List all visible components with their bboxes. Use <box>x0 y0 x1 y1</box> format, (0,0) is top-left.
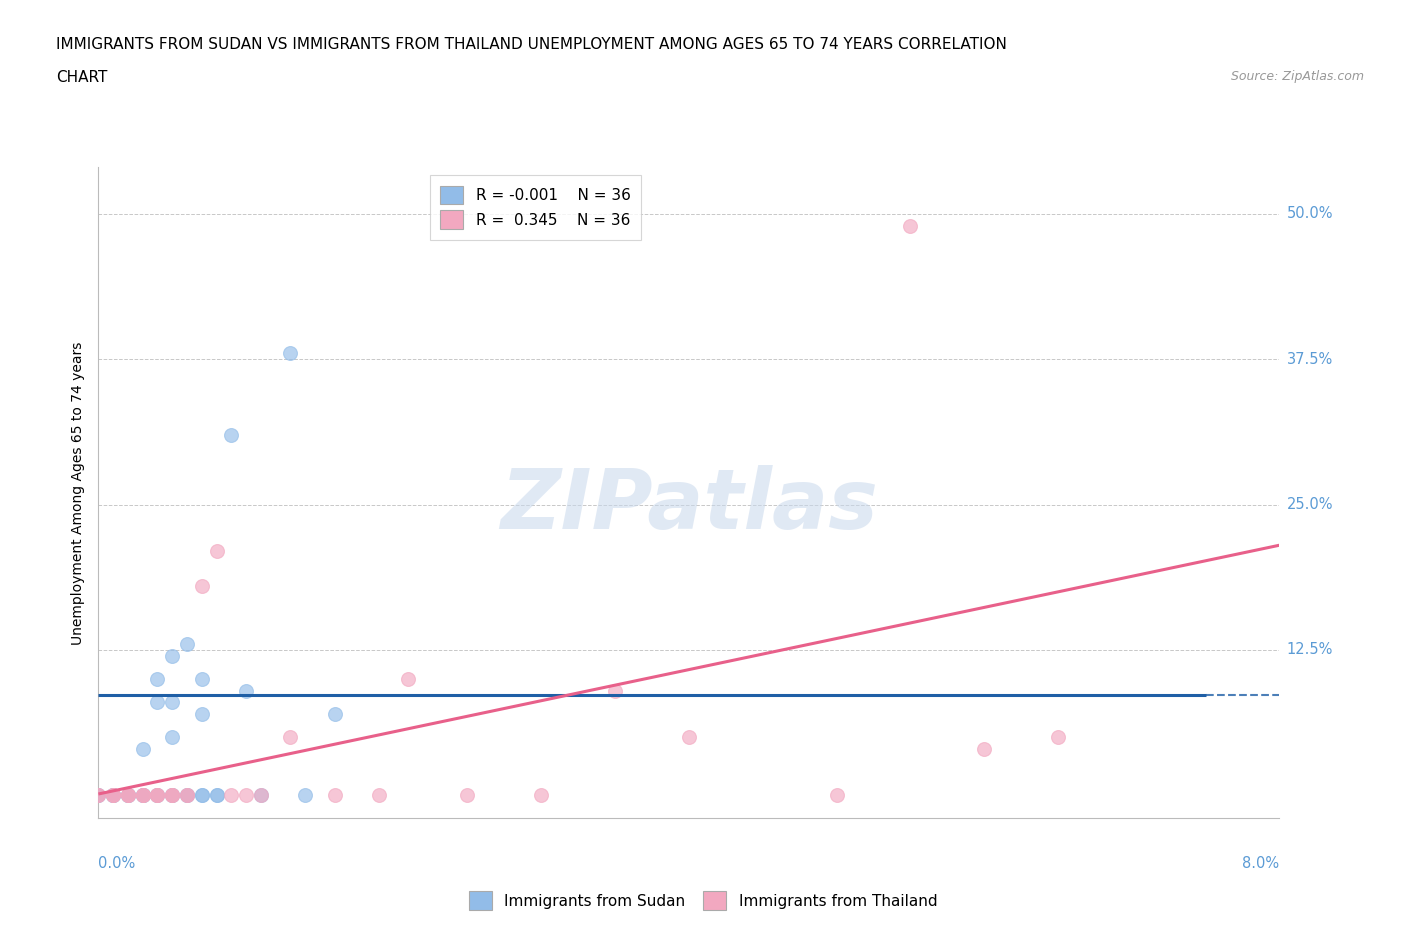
Point <box>162 695 183 710</box>
Point <box>103 788 124 803</box>
Point <box>162 788 183 803</box>
Point <box>456 788 478 803</box>
Point <box>162 788 183 803</box>
Point <box>162 648 183 663</box>
Point <box>132 741 155 756</box>
Point <box>235 683 257 698</box>
Point <box>162 788 183 803</box>
Y-axis label: Unemployment Among Ages 65 to 74 years: Unemployment Among Ages 65 to 74 years <box>72 341 86 644</box>
Point <box>146 695 169 710</box>
Point <box>117 788 139 803</box>
Point <box>103 788 124 803</box>
Text: ZIPatlas: ZIPatlas <box>501 465 877 547</box>
Point <box>162 788 183 803</box>
Text: 0.0%: 0.0% <box>98 856 135 870</box>
Point <box>132 788 155 803</box>
Point <box>117 788 139 803</box>
Point <box>678 729 700 744</box>
Point <box>219 428 242 443</box>
Point <box>117 788 139 803</box>
Point <box>132 788 155 803</box>
Text: Source: ZipAtlas.com: Source: ZipAtlas.com <box>1230 70 1364 83</box>
Point <box>103 788 124 803</box>
Point <box>250 788 273 803</box>
Point <box>530 788 553 803</box>
Point <box>205 788 228 803</box>
Point <box>278 729 301 744</box>
Point <box>117 788 139 803</box>
Point <box>191 578 214 593</box>
Point <box>323 707 346 722</box>
Point <box>132 788 155 803</box>
Point <box>250 788 273 803</box>
Text: CHART: CHART <box>56 70 108 85</box>
Legend: Immigrants from Sudan, Immigrants from Thailand: Immigrants from Sudan, Immigrants from T… <box>461 884 945 918</box>
Point <box>176 788 198 803</box>
Point <box>191 671 214 686</box>
Point <box>205 543 228 558</box>
Point <box>87 788 110 803</box>
Point <box>396 671 419 686</box>
Text: 25.0%: 25.0% <box>1286 497 1333 512</box>
Point <box>176 788 198 803</box>
Point <box>973 741 995 756</box>
Point <box>103 788 124 803</box>
Point <box>605 683 627 698</box>
Point <box>898 219 921 233</box>
Point <box>117 788 139 803</box>
Point <box>146 788 169 803</box>
Point <box>191 707 214 722</box>
Point <box>367 788 389 803</box>
Point <box>103 788 124 803</box>
Text: 50.0%: 50.0% <box>1286 206 1333 221</box>
Point <box>87 788 110 803</box>
Point <box>117 788 139 803</box>
Point <box>162 729 183 744</box>
Point <box>323 788 346 803</box>
Point <box>235 788 257 803</box>
Text: 8.0%: 8.0% <box>1243 856 1279 870</box>
Text: 12.5%: 12.5% <box>1286 643 1333 658</box>
Legend: R = -0.001    N = 36, R =  0.345    N = 36: R = -0.001 N = 36, R = 0.345 N = 36 <box>430 175 641 240</box>
Point <box>191 788 214 803</box>
Point <box>132 788 155 803</box>
Point <box>146 788 169 803</box>
Point <box>103 788 124 803</box>
Point <box>146 788 169 803</box>
Point <box>825 788 848 803</box>
Point <box>132 788 155 803</box>
Point <box>132 788 155 803</box>
Point <box>176 637 198 652</box>
Point <box>146 788 169 803</box>
Text: 37.5%: 37.5% <box>1286 352 1333 366</box>
Point <box>1046 729 1069 744</box>
Point <box>294 788 316 803</box>
Point <box>87 788 110 803</box>
Point <box>219 788 242 803</box>
Point <box>87 788 110 803</box>
Point <box>146 671 169 686</box>
Point <box>205 788 228 803</box>
Point <box>162 788 183 803</box>
Text: IMMIGRANTS FROM SUDAN VS IMMIGRANTS FROM THAILAND UNEMPLOYMENT AMONG AGES 65 TO : IMMIGRANTS FROM SUDAN VS IMMIGRANTS FROM… <box>56 37 1007 52</box>
Point <box>146 788 169 803</box>
Point <box>176 788 198 803</box>
Point <box>278 346 301 361</box>
Point <box>191 788 214 803</box>
Point <box>176 788 198 803</box>
